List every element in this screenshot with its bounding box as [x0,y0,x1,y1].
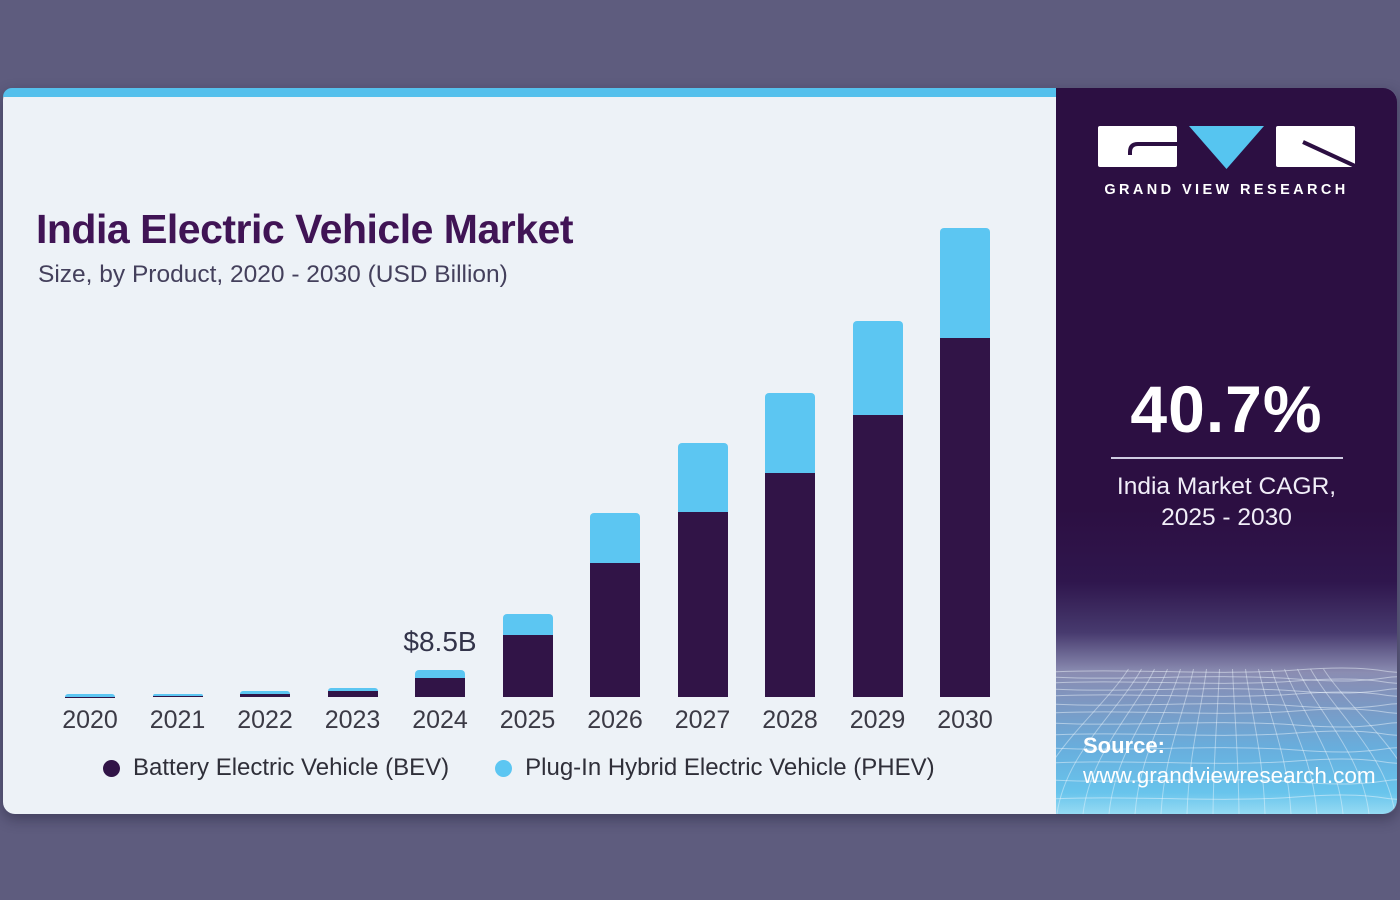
cagr-caption: India Market CAGR, 2025 - 2030 [1056,471,1397,533]
x-axis-label-2020: 2020 [62,706,118,734]
x-axis-label-2021: 2021 [149,706,206,734]
bar-2029-bev [852,414,903,697]
bar-2021-bev [152,696,203,697]
bar-2020-phev [65,694,115,697]
x-axis-label-2025: 2025 [499,706,556,734]
bar-2022-bev [240,694,290,697]
gvr-logo: GRAND VIEW RESEARCH [1056,126,1397,198]
bar-2021-phev [152,693,203,697]
bar-2028-phev [765,393,815,474]
bar-2029-phev [852,320,903,415]
cagr-caption-line2: 2025 - 2030 [1161,504,1292,531]
bar-2025-bev [502,635,553,697]
x-axis-label-2022: 2022 [237,706,293,734]
bar-2024-bev [415,677,465,697]
bar-2022-phev [240,690,290,695]
cagr-stat: 40.7% India Market CAGR, 2025 - 2030 [1056,371,1397,533]
x-axis-label-2029: 2029 [849,706,906,734]
bar-2027-bev [677,512,728,697]
stat-divider [1110,457,1343,459]
x-axis-label-2023: 2023 [324,706,381,734]
x-axis-label-2027: 2027 [674,706,731,734]
accent-strip [3,88,1056,97]
legend: Battery Electric Vehicle (BEV) Plug-In H… [103,750,935,786]
source-url: www.grandviewresearch.com [1083,763,1376,788]
legend-item-phev: Plug-In Hybrid Electric Vehicle (PHEV) [495,754,935,782]
bar-2028-bev [765,473,815,697]
x-axis-label-2030: 2030 [937,706,993,734]
chart-title: India Electric Vehicle Market [36,206,573,252]
infographic-card: India Electric Vehicle Market Size, by P… [3,88,1397,814]
cagr-value: 40.7% [1130,372,1323,446]
bar-2030-bev [940,338,990,697]
x-axis-label-2026: 2026 [587,706,643,734]
legend-label-phev: Plug-In Hybrid Electric Vehicle (PHEV) [525,754,935,781]
logo-r-icon [1276,126,1355,167]
phev-swatch-icon [495,759,513,777]
bev-swatch-icon [103,759,120,777]
mesh-grid-icon [1056,667,1397,814]
x-axis-label-2028: 2028 [762,706,818,734]
chart-section: India Electric Vehicle Market Size, by P… [3,88,1056,814]
data-label-2024: $8.5B [403,626,477,657]
bar-2026-phev [590,513,640,563]
chart-subtitle: Size, by Product, 2020 - 2030 (USD Billi… [38,261,508,288]
legend-item-bev: Battery Electric Vehicle (BEV) [103,754,449,782]
legend-label-bev: Battery Electric Vehicle (BEV) [133,754,450,781]
source-label: Source: [1083,733,1165,758]
logo-g-icon [1098,126,1177,167]
source-block: Source: www.grandviewresearch.com [1083,733,1376,789]
plot-area: 2020 2021 2022 2023 2024 2025 2026 2027 2028 2029… [3,88,1056,814]
bar-2030-phev [940,228,990,339]
x-axis-label-2024: 2024 [412,706,468,734]
bar-2026-bev [590,562,640,697]
bar-2023-bev [327,690,378,697]
bar-2027-phev [677,443,728,513]
gvr-logo-shapes [1056,126,1397,169]
logo-wordmark: GRAND VIEW RESEARCH [1104,182,1349,198]
bar-2023-phev [327,688,378,691]
bar-2025-phev [502,614,553,636]
bar-2024-phev [415,670,465,678]
cagr-caption-line1: India Market CAGR, [1116,473,1337,500]
logo-v-icon [1189,126,1264,169]
brand-panel: GRAND VIEW RESEARCH 40.7% India Market C… [1056,88,1397,814]
